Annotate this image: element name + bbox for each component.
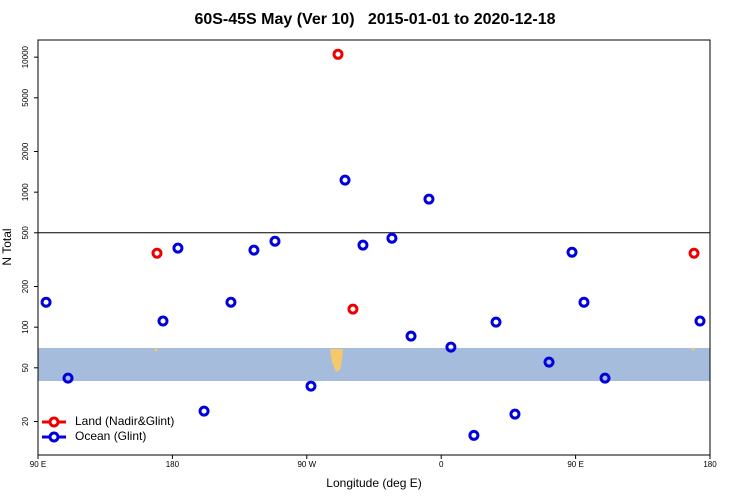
point [509,408,521,420]
x-tick-label: 180 [166,460,180,469]
land-shape [330,349,343,372]
chart-title: 60S-45S May (Ver 10) 2015-01-01 to 2020-… [194,11,555,28]
point [543,356,555,368]
x-tick-label: 0 [439,460,444,469]
x-tick-label: 180 [703,460,717,469]
point [198,405,210,417]
point [386,232,398,244]
point [468,429,480,441]
point [445,341,457,353]
y-tick-label: 100 [21,320,30,334]
y-tick-label: 1000 [21,183,30,201]
point [269,235,281,247]
point [599,372,611,384]
point [694,315,706,327]
map-band [38,348,710,381]
y-tick-label: 20 [21,417,30,426]
point [423,193,435,205]
point [248,244,260,256]
point [566,246,578,258]
x-axis-label: Longitude (deg E) [326,476,421,490]
legend-marker [48,416,60,428]
x-tick-label: 90 E [567,460,583,469]
x-tick-label: 90 E [30,460,46,469]
point [490,316,502,328]
y-tick-label: 5000 [21,88,30,106]
y-axis-label: N Total [0,228,14,265]
y-tick-label: 200 [21,279,30,293]
point [62,372,74,384]
point [357,239,369,251]
point [578,296,590,308]
point [305,380,317,392]
land-shape [154,348,158,352]
legend-label: Land (Nadir&Glint) [75,414,174,428]
point [332,48,344,60]
point [688,247,700,259]
point [157,315,169,327]
point [339,174,351,186]
point [225,296,237,308]
point [405,330,417,342]
x-tick-label: 90 W [297,460,316,469]
land-shape [691,347,695,351]
point [40,296,52,308]
legend-label: Ocean (Glint) [75,429,146,443]
point [347,303,359,315]
legend-marker [48,431,60,443]
plot-frame [37,39,711,456]
point [151,247,163,259]
y-tick-label: 10000 [21,45,30,68]
y-tick-label: 2000 [21,142,30,160]
y-tick-label: 500 [21,226,30,240]
y-tick-label: 50 [21,363,30,372]
point [172,242,184,254]
